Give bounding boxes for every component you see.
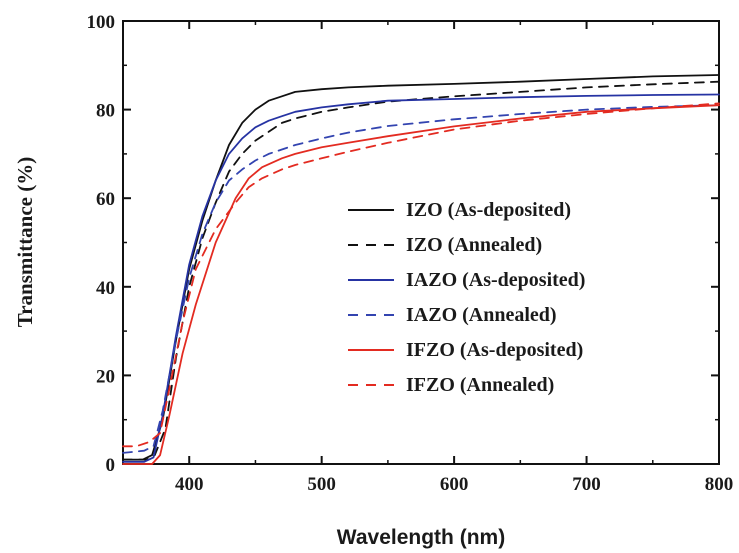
series-line-5: [122, 104, 720, 465]
x-tick-label: 700: [572, 474, 601, 495]
legend-label-2: IZO (Annealed): [406, 234, 542, 256]
x-tick-label: 400: [175, 474, 204, 495]
legend-label-4: IAZO (Annealed): [406, 304, 557, 326]
y-tick-label: 100: [87, 12, 116, 33]
legend-label-5: IFZO (As-deposited): [406, 339, 583, 361]
y-tick-label: 40: [96, 278, 115, 299]
legend: IZO (As-deposited) IZO (Annealed) IAZO (As…: [348, 199, 585, 396]
series-lines: [122, 74, 720, 465]
x-axis-title: Wavelength (nm): [337, 526, 505, 549]
series-line-6: [122, 102, 720, 448]
axis-ticks: [122, 20, 720, 465]
y-tick-label: 80: [96, 101, 115, 122]
series-line-2: [122, 80, 720, 461]
y-axis-title: Transmittance (%): [13, 157, 37, 328]
series-line-4: [122, 104, 720, 454]
y-tick-label: 60: [96, 189, 115, 210]
y-tick-label: 0: [106, 455, 116, 476]
x-tick-label: 500: [307, 474, 336, 495]
legend-label-6: IFZO (Annealed): [406, 374, 554, 396]
legend-label-3: IAZO (As-deposited): [406, 269, 585, 291]
tick-labels: 400 500 600 700 800 0 20 40 60 80 100: [87, 12, 734, 495]
series-line-1: [122, 74, 720, 461]
x-tick-label: 600: [440, 474, 469, 495]
x-tick-label: 800: [705, 474, 734, 495]
legend-label-1: IZO (As-deposited): [406, 199, 571, 221]
y-tick-label: 20: [96, 366, 115, 387]
